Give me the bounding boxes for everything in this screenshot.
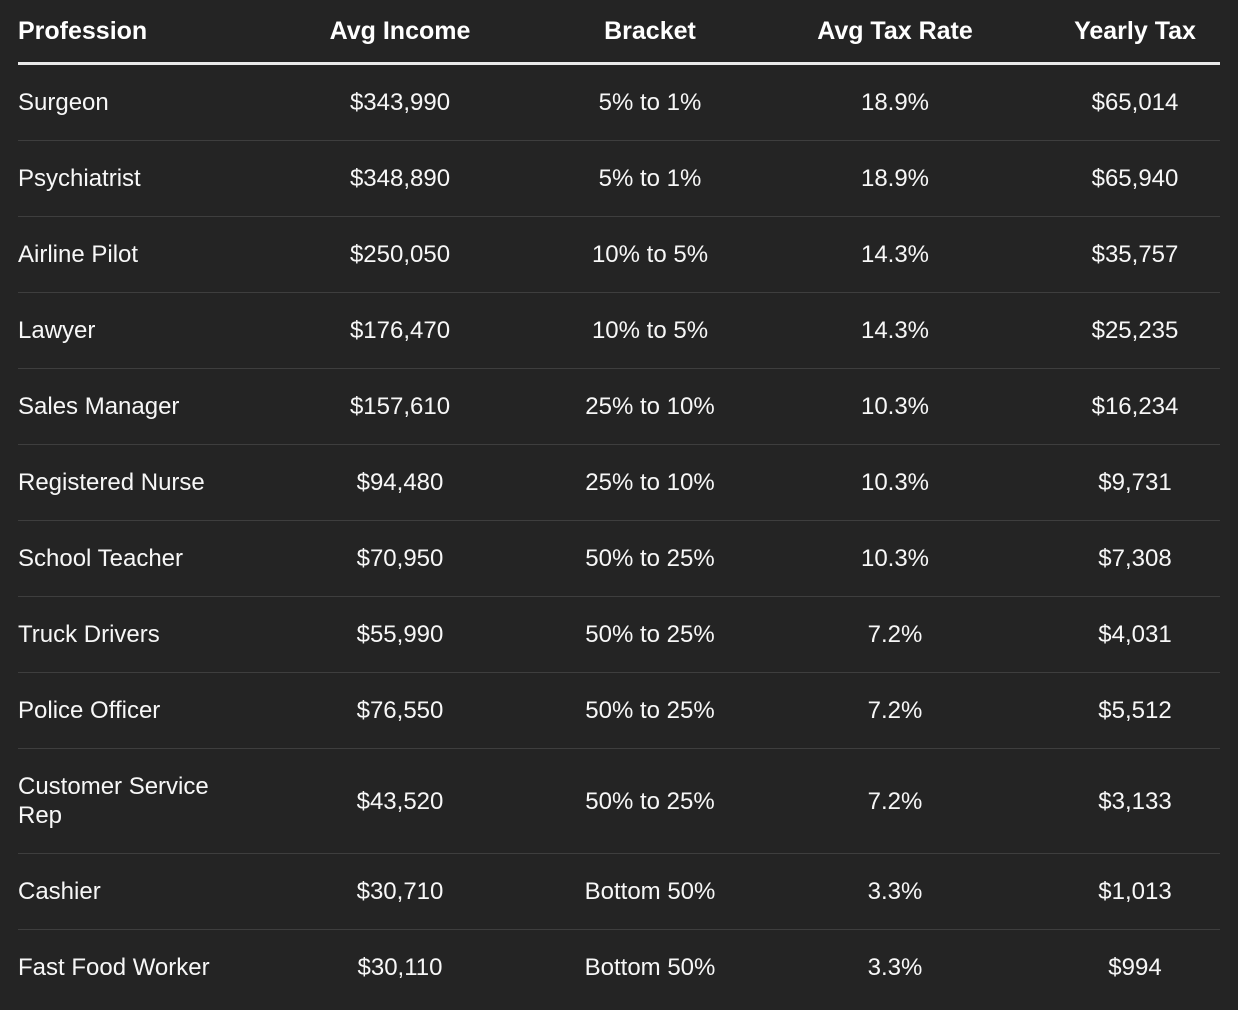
table-cell: Truck Drivers	[18, 596, 240, 673]
table-cell: $250,050	[240, 216, 560, 293]
column-header-profession: Profession	[18, 0, 240, 65]
table-cell: Lawyer	[18, 292, 240, 369]
table-row: Cashier $30,710 Bottom 50% 3.3% $1,013	[18, 853, 1220, 930]
table-row: School Teacher $70,950 50% to 25% 10.3% $7,3…	[18, 520, 1220, 597]
column-header-bracket: Bracket	[560, 0, 740, 65]
table-cell: $70,950	[240, 520, 560, 597]
table-row: Police Officer $76,550 50% to 25% 7.2% $5,51…	[18, 672, 1220, 749]
table-row: Psychiatrist $348,890 5% to 1% 18.9% $65,940	[18, 140, 1220, 217]
table-cell: $43,520	[240, 748, 560, 854]
table-cell: $343,990	[349, 89, 451, 116]
table-cell: Registered Nurse	[18, 444, 240, 521]
table-row: Airline Pilot $250,050 10% to 5% 14.3% $35,7…	[18, 216, 1220, 293]
table-cell: 3.3%	[740, 853, 1050, 930]
table-cell: 10% to 5%	[560, 292, 740, 369]
table-cell: $65,940	[1050, 140, 1220, 217]
table-cell: 10.3%	[740, 444, 1050, 521]
table-cell: $3,133	[1050, 748, 1220, 854]
table-body: Surgeon $343,990 5% to 1% 18.9% $65,014 Psych…	[18, 64, 1220, 1005]
table-row: Fast Food Worker $30,110 Bottom 50% 3.3% $99…	[18, 929, 1220, 1005]
table-cell: $25,235	[1050, 292, 1220, 369]
table-cell: Police Officer	[18, 672, 240, 749]
header-row: Profession Avg Income Bracket Avg Tax Ra…	[18, 0, 1220, 65]
table-cell: 25% to 10%	[560, 444, 740, 521]
column-header-avg-income: Avg Income	[240, 0, 560, 65]
table-cell: $94,480	[240, 444, 560, 521]
table-cell: $157,610	[240, 368, 560, 445]
table-cell: 50% to 25%	[560, 672, 740, 749]
table-cell: Customer Service Rep	[18, 748, 240, 854]
table-cell: 10.3%	[740, 368, 1050, 445]
table-row: Sales Manager $157,610 25% to 10% 10.3% $16,…	[18, 368, 1220, 445]
table-cell: Airline Pilot	[18, 216, 240, 293]
table-cell: 7.2%	[740, 748, 1050, 854]
table-cell: 50% to 25%	[560, 748, 740, 854]
table-row: Truck Drivers $55,990 50% to 25% 7.2% $4,031	[18, 596, 1220, 673]
column-header-yearly-tax: Yearly Tax	[1050, 0, 1220, 65]
table-cell: $7,308	[1050, 520, 1220, 597]
table-cell: $176,470	[240, 292, 560, 369]
table-cell: $16,234	[1050, 368, 1220, 445]
table-cell: $55,990	[240, 596, 560, 673]
table-cell: 10% to 5%	[560, 216, 740, 293]
table-cell: $9,731	[1050, 444, 1220, 521]
table-cell: Bottom 50%	[560, 929, 740, 1005]
table-cell: $30,710	[240, 853, 560, 930]
column-header-avg-tax-rate: Avg Tax Rate	[740, 0, 1050, 65]
table-cell: $65,014	[1091, 89, 1179, 116]
table-cell: $4,031	[1050, 596, 1220, 673]
table-cell: $30,110	[240, 929, 560, 1005]
table-cell: Bottom 50%	[560, 853, 740, 930]
table-row: Surgeon $343,990 5% to 1% 18.9% $65,014	[18, 64, 1220, 141]
table-cell: Cashier	[18, 853, 240, 930]
table-row: Lawyer $176,470 10% to 5% 14.3% $25,235	[18, 292, 1220, 369]
profession-tax-table: Profession Avg Income Bracket Avg Tax Ra…	[18, 0, 1220, 1005]
table-cell: Sales Manager	[18, 368, 240, 445]
table-cell: 14.3%	[740, 216, 1050, 293]
table-cell: 5% to 1%	[598, 89, 702, 116]
table-cell: Surgeon	[18, 89, 109, 116]
table-row: Registered Nurse $94,480 25% to 10% 10.3% $9…	[18, 444, 1220, 521]
table-cell: 7.2%	[740, 596, 1050, 673]
table-cell: $994	[1050, 929, 1220, 1005]
table-cell: $1,013	[1050, 853, 1220, 930]
table-cell: Psychiatrist	[18, 140, 240, 217]
table-cell: 25% to 10%	[560, 368, 740, 445]
table-cell: 18.9%	[740, 140, 1050, 217]
table-cell: $5,512	[1050, 672, 1220, 749]
table-cell: 18.9%	[860, 89, 930, 116]
table-cell: $76,550	[240, 672, 560, 749]
table-cell: School Teacher	[18, 520, 240, 597]
table-cell: $35,757	[1050, 216, 1220, 293]
table-cell: 50% to 25%	[560, 520, 740, 597]
table-cell: $348,890	[240, 140, 560, 217]
table-cell: Fast Food Worker	[18, 929, 240, 1005]
table-cell: 10.3%	[740, 520, 1050, 597]
table-cell: 14.3%	[740, 292, 1050, 369]
table-cell: 5% to 1%	[560, 140, 740, 217]
table-cell: 3.3%	[740, 929, 1050, 1005]
table-cell: 50% to 25%	[560, 596, 740, 673]
table-cell: 7.2%	[740, 672, 1050, 749]
table-row: Customer Service Rep $43,520 50% to 25% 7.2…	[18, 748, 1220, 854]
